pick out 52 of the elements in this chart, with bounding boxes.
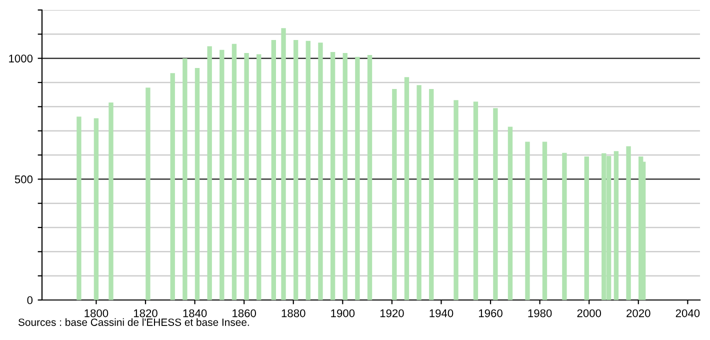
bar — [355, 56, 360, 300]
bar — [454, 100, 458, 300]
bar — [256, 54, 262, 300]
bar — [493, 108, 498, 300]
bar — [416, 85, 422, 300]
x-tick-label: 1980 — [528, 309, 552, 318]
bar — [330, 52, 336, 300]
bar — [429, 89, 434, 300]
bar — [207, 46, 212, 300]
bar — [318, 42, 323, 300]
bar — [404, 77, 410, 300]
x-tick-label: 2000 — [577, 309, 602, 318]
bar — [562, 152, 567, 300]
bar — [271, 40, 276, 300]
bar — [94, 118, 99, 300]
x-tick-label: 1820 — [134, 309, 158, 318]
bar — [626, 146, 631, 300]
bar — [367, 54, 372, 300]
x-tick-label: 1940 — [430, 309, 454, 318]
y-tick-label: 0 — [27, 296, 33, 304]
bar — [220, 50, 224, 300]
x-tick-label: 2020 — [626, 309, 650, 318]
y-tick-label: 1000 — [9, 54, 33, 62]
source-note: Sources : base Cassini de l'EHESS et base Insee. — [18, 318, 249, 326]
x-tick-label: 2040 — [676, 309, 700, 318]
bar — [614, 151, 619, 300]
x-tick-label: 1860 — [232, 309, 256, 318]
bar — [146, 88, 150, 300]
bar — [182, 58, 188, 300]
x-tick-label: 1920 — [380, 309, 404, 318]
bar — [542, 142, 548, 300]
y-tick-label: 500 — [14, 175, 33, 184]
bar — [108, 102, 114, 300]
bar — [473, 102, 478, 300]
bar — [342, 53, 348, 300]
x-tick-label: 1900 — [331, 309, 355, 318]
bar — [170, 73, 175, 300]
bar — [306, 40, 310, 300]
bar — [232, 44, 237, 300]
bar — [281, 28, 286, 300]
bar — [244, 53, 249, 300]
x-tick-label: 1800 — [84, 309, 108, 318]
x-tick-label: 1960 — [479, 309, 502, 318]
bar — [525, 142, 530, 300]
x-tick-label: 1840 — [183, 309, 207, 318]
bar — [293, 40, 298, 300]
bar — [392, 89, 397, 300]
bar — [76, 116, 82, 300]
bar — [194, 68, 200, 300]
bar — [584, 156, 589, 300]
x-tick-label: 1880 — [282, 309, 306, 318]
bar — [508, 126, 513, 300]
